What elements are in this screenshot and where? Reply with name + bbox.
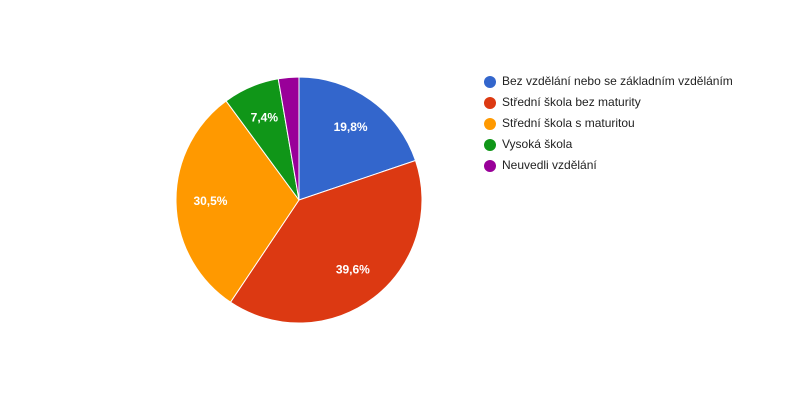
legend-label: Střední škola s maturitou xyxy=(502,116,635,130)
slice-label: 7,4% xyxy=(251,111,279,125)
legend-marker xyxy=(484,76,496,88)
legend-label: Vysoká škola xyxy=(502,137,573,151)
legend-marker xyxy=(484,139,496,151)
pie-slice xyxy=(229,159,423,324)
legend-label: Neuvedli vzdělání xyxy=(502,158,597,172)
legend-marker xyxy=(484,160,496,172)
slice-label: 30,5% xyxy=(193,194,227,208)
legend-marker xyxy=(484,97,496,109)
slice-label: 39,6% xyxy=(336,262,370,276)
legend-label: Bez vzdělání nebo se základním vzděláním xyxy=(502,74,733,88)
legend-label: Střední škola bez maturity xyxy=(502,95,641,109)
legend-marker xyxy=(484,118,496,130)
pie-slice xyxy=(277,76,300,201)
pie-slice xyxy=(175,100,300,303)
pie-slice xyxy=(298,76,417,201)
slice-label: 19,8% xyxy=(334,120,368,134)
